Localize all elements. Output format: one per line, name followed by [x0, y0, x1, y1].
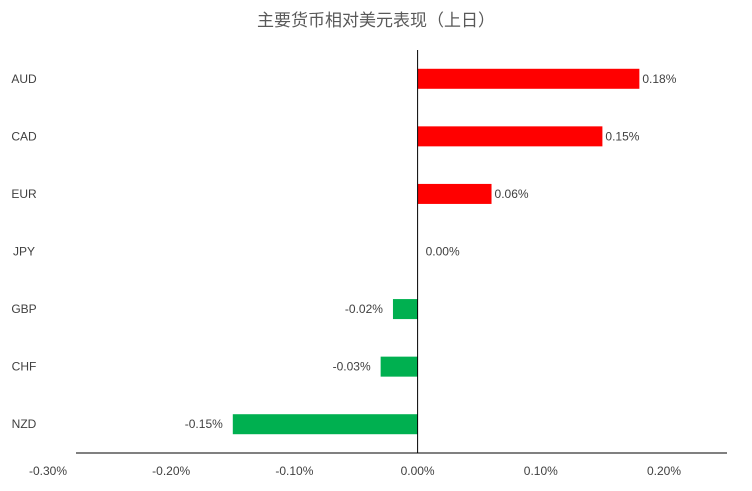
bar-eur — [417, 183, 492, 204]
category-label-gbp: GBP — [11, 302, 36, 316]
category-label-nzd: NZD — [12, 417, 37, 431]
axis-layer — [76, 50, 727, 454]
chart-title: 主要货币相对美元表现（上日） — [257, 11, 495, 31]
data-label-eur: 0.06% — [495, 187, 529, 201]
data-label-jpy: 0.00% — [426, 245, 460, 259]
category-label-aud: AUD — [11, 72, 37, 86]
category-label-jpy: JPY — [13, 245, 35, 259]
x-tick-label: 0.10% — [524, 464, 558, 478]
bar-gbp — [392, 299, 418, 320]
data-label-gbp: -0.02% — [345, 302, 383, 316]
x-tick-label: -0.10% — [275, 464, 313, 478]
bars-layer — [232, 68, 640, 435]
data-label-aud: 0.18% — [642, 72, 676, 86]
category-label-cad: CAD — [11, 129, 37, 143]
labels-layer: AUD 0.18% CAD 0.15% EUR 0.06% JPY 0.00% GBP -0.02… — [11, 72, 681, 478]
x-tick-label: -0.20% — [152, 464, 190, 478]
bar-cad — [417, 126, 603, 147]
category-label-chf: CHF — [12, 360, 37, 374]
bar-aud — [417, 68, 640, 89]
bar-chf — [380, 356, 418, 377]
data-label-nzd: -0.15% — [185, 417, 223, 431]
data-label-cad: 0.15% — [605, 129, 639, 143]
category-label-eur: EUR — [11, 187, 37, 201]
x-tick-label: -0.30% — [29, 464, 67, 478]
x-tick-label: 0.00% — [401, 464, 435, 478]
x-tick-label: 0.20% — [647, 464, 681, 478]
data-label-chf: -0.03% — [333, 360, 371, 374]
bar-nzd — [232, 414, 418, 435]
